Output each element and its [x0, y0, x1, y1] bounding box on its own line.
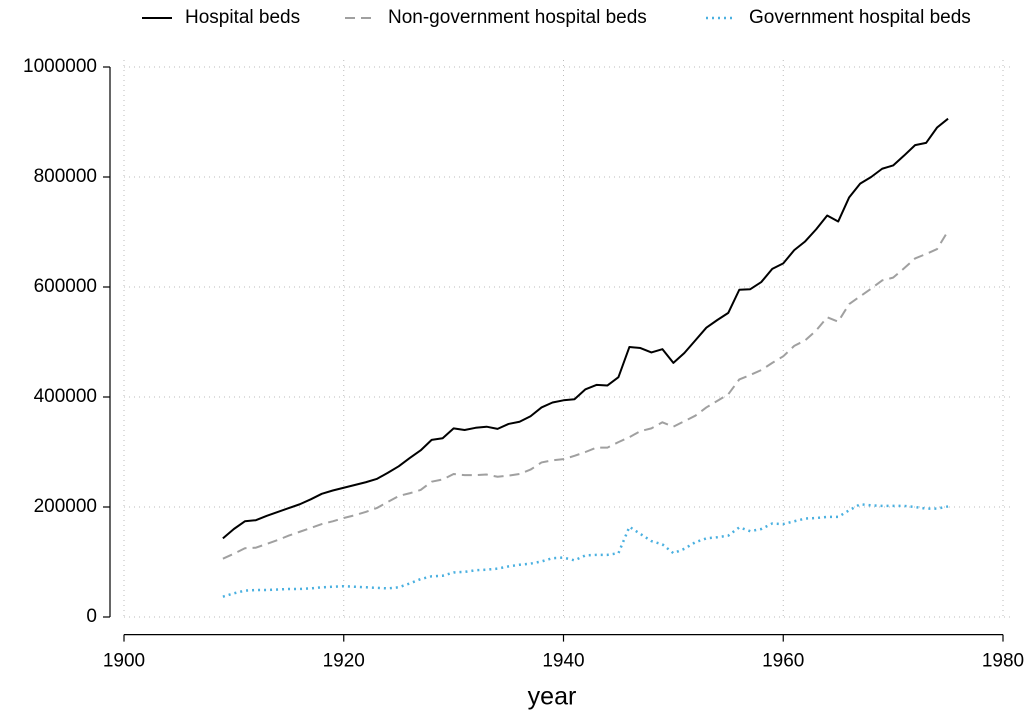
legend-label: Non-government hospital beds — [388, 7, 647, 28]
y-tick-label: 800000 — [34, 166, 97, 187]
y-tick-label: 0 — [86, 606, 97, 627]
x-tick-label: 1900 — [103, 651, 145, 672]
x-tick-label: 1980 — [982, 651, 1024, 672]
series-line — [222, 117, 949, 540]
x-tick-label: 1920 — [323, 651, 365, 672]
y-tick-label: 400000 — [34, 386, 97, 407]
x-axis-title: year — [528, 683, 577, 711]
y-tick-label: 600000 — [34, 276, 97, 297]
y-tick-label: 1000000 — [23, 56, 97, 77]
series-line — [222, 230, 949, 560]
series-line — [222, 503, 949, 598]
legend-label: Hospital beds — [185, 7, 300, 28]
y-tick-label: 200000 — [34, 496, 97, 517]
legend-label: Government hospital beds — [749, 7, 971, 28]
x-tick-label: 1940 — [542, 651, 584, 672]
x-tick-label: 1960 — [762, 651, 804, 672]
